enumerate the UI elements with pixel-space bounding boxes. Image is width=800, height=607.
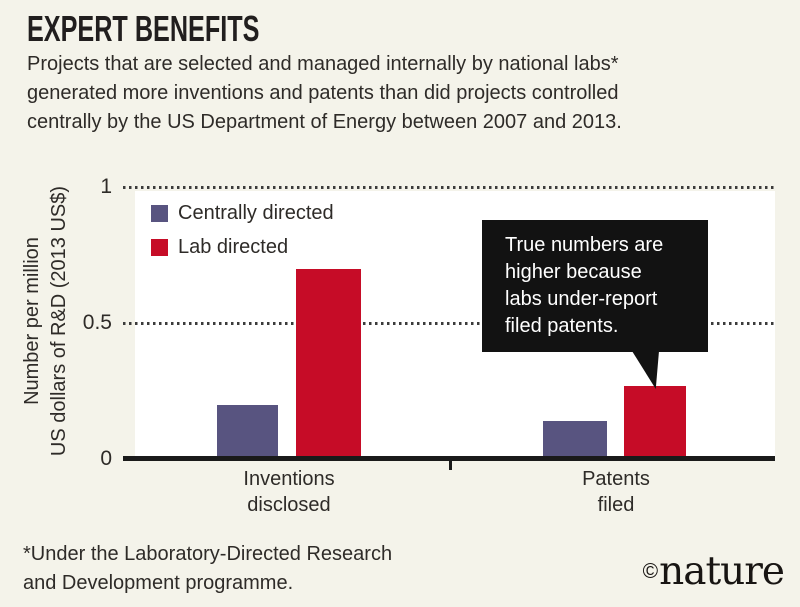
bar-lab-directed-patents [624, 385, 686, 459]
category-line: disclosed [247, 494, 331, 516]
subtitle-line: centrally by the US Department of Energy… [27, 111, 622, 133]
y-tick-label: 0.5 [82, 311, 112, 334]
legend-label: Lab directed [178, 236, 289, 258]
annotation-line: labs under-report [505, 288, 658, 310]
legend-swatch-lab-directed [151, 239, 168, 256]
y-gridline [123, 186, 775, 189]
annotation-line: higher because [505, 261, 642, 283]
chart-subtitle: Projects that are selected and managed i… [27, 50, 622, 137]
legend-swatch-centrally-directed [151, 205, 168, 222]
legend-label: Centrally directed [178, 202, 334, 224]
y-tick-label: 1 [100, 175, 112, 198]
category-line: Patents [582, 468, 650, 490]
bar-centrally-directed-patents [543, 420, 607, 459]
legend-item-centrally-directed: Centrally directed [151, 202, 334, 225]
legend: Centrally directed Lab directed [151, 202, 334, 270]
page-title: EXPERT BENEFITS [27, 8, 260, 49]
y-gridline [123, 322, 775, 325]
category-line: filed [597, 494, 635, 516]
brand-name: nature [659, 549, 785, 594]
annotation-line: True numbers are [505, 234, 664, 256]
legend-item-lab-directed: Lab directed [151, 236, 334, 259]
footnote-line: *Under the Laboratory-Directed Research [23, 543, 393, 565]
footnote-line: and Development programme. [23, 572, 294, 594]
category-line: Inventions [243, 468, 335, 490]
x-axis-tick [449, 461, 452, 470]
subtitle-line: Projects that are selected and managed i… [27, 53, 619, 75]
annotation-line: filed patents. [505, 315, 619, 337]
bar-lab-directed-inventions [296, 268, 361, 459]
y-tick-label: 0 [100, 447, 112, 470]
y-axis-label: Number per million US dollars of R&D (20… [19, 156, 73, 486]
y-axis-label-line: Number per million [21, 237, 43, 405]
annotation-callout: True numbers are higher because labs und… [482, 220, 708, 352]
copyright-symbol: © [642, 560, 660, 583]
x-axis-line [123, 456, 775, 461]
y-axis-label-line: US dollars of R&D (2013 US$) [48, 185, 70, 457]
bar-centrally-directed-inventions [217, 404, 278, 459]
x-category-label-patents: Patents filed [506, 466, 726, 518]
nature-logo: ©nature [634, 549, 785, 594]
x-category-label-inventions: Inventions disclosed [179, 466, 399, 518]
footnote: *Under the Laboratory-Directed Research … [23, 540, 392, 598]
subtitle-line: generated more inventions and patents th… [27, 82, 619, 104]
